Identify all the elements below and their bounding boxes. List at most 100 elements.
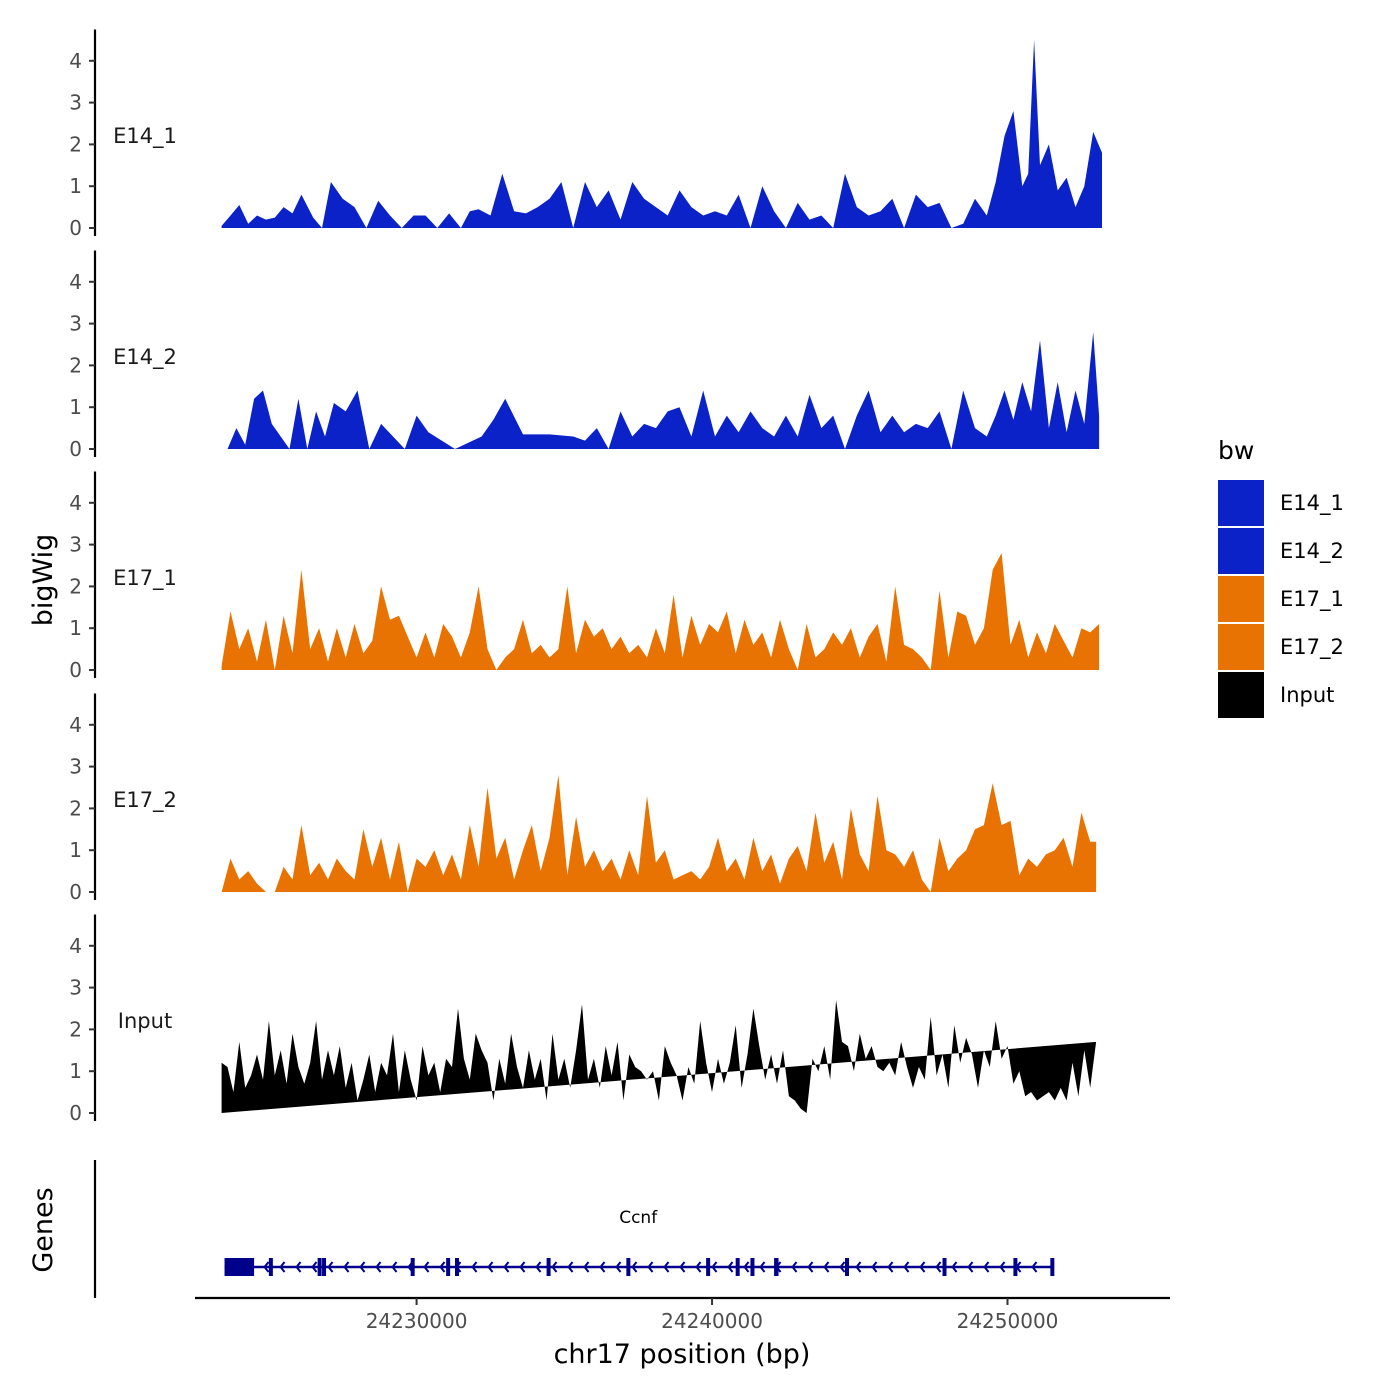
- gene-track: Genes Ccnf: [28, 1160, 1055, 1298]
- strand-arrow: [551, 1261, 558, 1273]
- strand-arrow: [951, 1261, 958, 1273]
- strand-arrow: [727, 1261, 734, 1273]
- legend-label: E17_2: [1280, 635, 1344, 660]
- legend-swatch: [1218, 576, 1264, 622]
- y-tick-label: 1: [69, 838, 82, 862]
- strand-arrow: [519, 1261, 526, 1273]
- gene-exon: [410, 1258, 415, 1276]
- strand-arrow: [615, 1261, 622, 1273]
- gene-name-label: Ccnf: [619, 1208, 658, 1228]
- strand-arrow: [887, 1261, 894, 1273]
- strand-arrow: [423, 1261, 430, 1273]
- y-tick-label: 1: [69, 174, 82, 198]
- legend: bw E14_1 E14_2 E17_1 E17_2 Input: [1218, 436, 1344, 718]
- gene-exon: [1013, 1258, 1018, 1276]
- gene-exon: [845, 1258, 849, 1276]
- strand-arrow: [999, 1261, 1006, 1273]
- track-e14-1: 0 1 2 3 4 E14_1: [69, 29, 1103, 240]
- legend-swatch: [1218, 624, 1264, 670]
- coverage-area-input: [221, 1000, 1097, 1113]
- coverage-area-e14-1: [221, 39, 1103, 229]
- strand-arrow: [903, 1261, 910, 1273]
- strand-arrow: [935, 1261, 942, 1273]
- strand-arrow: [967, 1261, 974, 1273]
- strand-arrow: [311, 1261, 318, 1273]
- legend-swatch: [1218, 480, 1264, 526]
- track-label: Input: [118, 1009, 172, 1033]
- x-tick-label: 24250000: [957, 1309, 1059, 1333]
- y-tick-label: 2: [69, 353, 82, 377]
- strand-arrow: [695, 1261, 702, 1273]
- gene-exon: [446, 1258, 451, 1276]
- y-tick-label: 1: [69, 1059, 82, 1083]
- strand-arrow: [583, 1261, 590, 1273]
- gene-exon: [750, 1258, 755, 1276]
- track-e17-2: 0 1 2 3 4 E17_2: [69, 693, 1097, 904]
- strand-arrow: [279, 1261, 286, 1273]
- strand-arrow: [535, 1261, 542, 1273]
- strand-arrow: [503, 1261, 510, 1273]
- strand-arrow: [471, 1261, 478, 1273]
- coverage-area-e17-2: [221, 775, 1097, 892]
- y-tick-label: 1: [69, 395, 82, 419]
- legend-label: E17_1: [1280, 587, 1344, 612]
- y-tick-label: 0: [69, 437, 82, 461]
- y-tick-label: 3: [69, 976, 82, 1000]
- strand-arrow: [791, 1261, 798, 1273]
- strand-arrow: [919, 1261, 926, 1273]
- strand-arrow: [343, 1261, 350, 1273]
- gene-track-label: Genes: [28, 1187, 59, 1272]
- strand-arrow: [823, 1261, 830, 1273]
- gene-exon: [546, 1258, 551, 1276]
- legend-label: Input: [1280, 683, 1334, 707]
- legend-swatch: [1218, 528, 1264, 574]
- y-axis-title: bigWig: [28, 534, 59, 627]
- strand-arrow: [759, 1261, 766, 1273]
- x-axis-title: chr17 position (bp): [554, 1339, 811, 1370]
- track-label: E17_1: [113, 566, 177, 591]
- gene-exon: [626, 1258, 631, 1276]
- x-tick-label: 24240000: [661, 1309, 763, 1333]
- gene-exon: [322, 1258, 327, 1276]
- y-tick-label: 2: [69, 132, 82, 156]
- strand-arrow: [295, 1261, 302, 1273]
- gene-exon: [268, 1258, 273, 1276]
- y-tick-label: 0: [69, 1101, 82, 1125]
- y-tick-label: 0: [69, 880, 82, 904]
- strand-arrow: [263, 1261, 270, 1273]
- strand-arrow: [375, 1261, 382, 1273]
- strand-arrow: [743, 1261, 750, 1273]
- y-tick-label: 1: [69, 616, 82, 640]
- x-axis: 24230000 24240000 24250000: [195, 1296, 1170, 1333]
- strand-arrow: [711, 1261, 718, 1273]
- gene-exon: [942, 1258, 947, 1276]
- strand-arrow: [487, 1261, 494, 1273]
- strand-arrow: [663, 1261, 670, 1273]
- y-tick-label: 4: [69, 713, 82, 737]
- strand-arrow: [327, 1261, 334, 1273]
- y-tick-label: 4: [69, 49, 82, 73]
- gene-exon: [735, 1258, 740, 1276]
- gene-exon: [774, 1258, 779, 1276]
- y-tick-label: 4: [69, 934, 82, 958]
- track-e14-2: 0 1 2 3 4 E14_2: [69, 250, 1100, 461]
- gene-exon: [455, 1258, 459, 1276]
- strand-arrow: [679, 1261, 686, 1273]
- coverage-tracks: 0 1 2 3 4 E14_1 0 1 2 3 4 E14_2 0 1 2 3 4 E17_1 0 1 2 3 4 E17_2…: [69, 29, 1103, 1125]
- strand-arrow: [631, 1261, 638, 1273]
- x-tick-label: 24230000: [366, 1309, 468, 1333]
- track-label: E14_1: [113, 124, 177, 149]
- legend-label: E14_1: [1280, 491, 1344, 516]
- strand-arrow: [599, 1261, 606, 1273]
- strand-arrow: [391, 1261, 398, 1273]
- strand-arrow: [567, 1261, 574, 1273]
- strand-arrow: [983, 1261, 990, 1273]
- track-label: E14_2: [113, 345, 177, 370]
- y-tick-label: 3: [69, 533, 82, 557]
- coverage-area-e17-1: [221, 553, 1100, 670]
- y-tick-label: 2: [69, 574, 82, 598]
- gene-exon: [706, 1258, 711, 1276]
- track-e17-1: 0 1 2 3 4 E17_1: [69, 471, 1100, 682]
- legend-label: E14_2: [1280, 539, 1344, 564]
